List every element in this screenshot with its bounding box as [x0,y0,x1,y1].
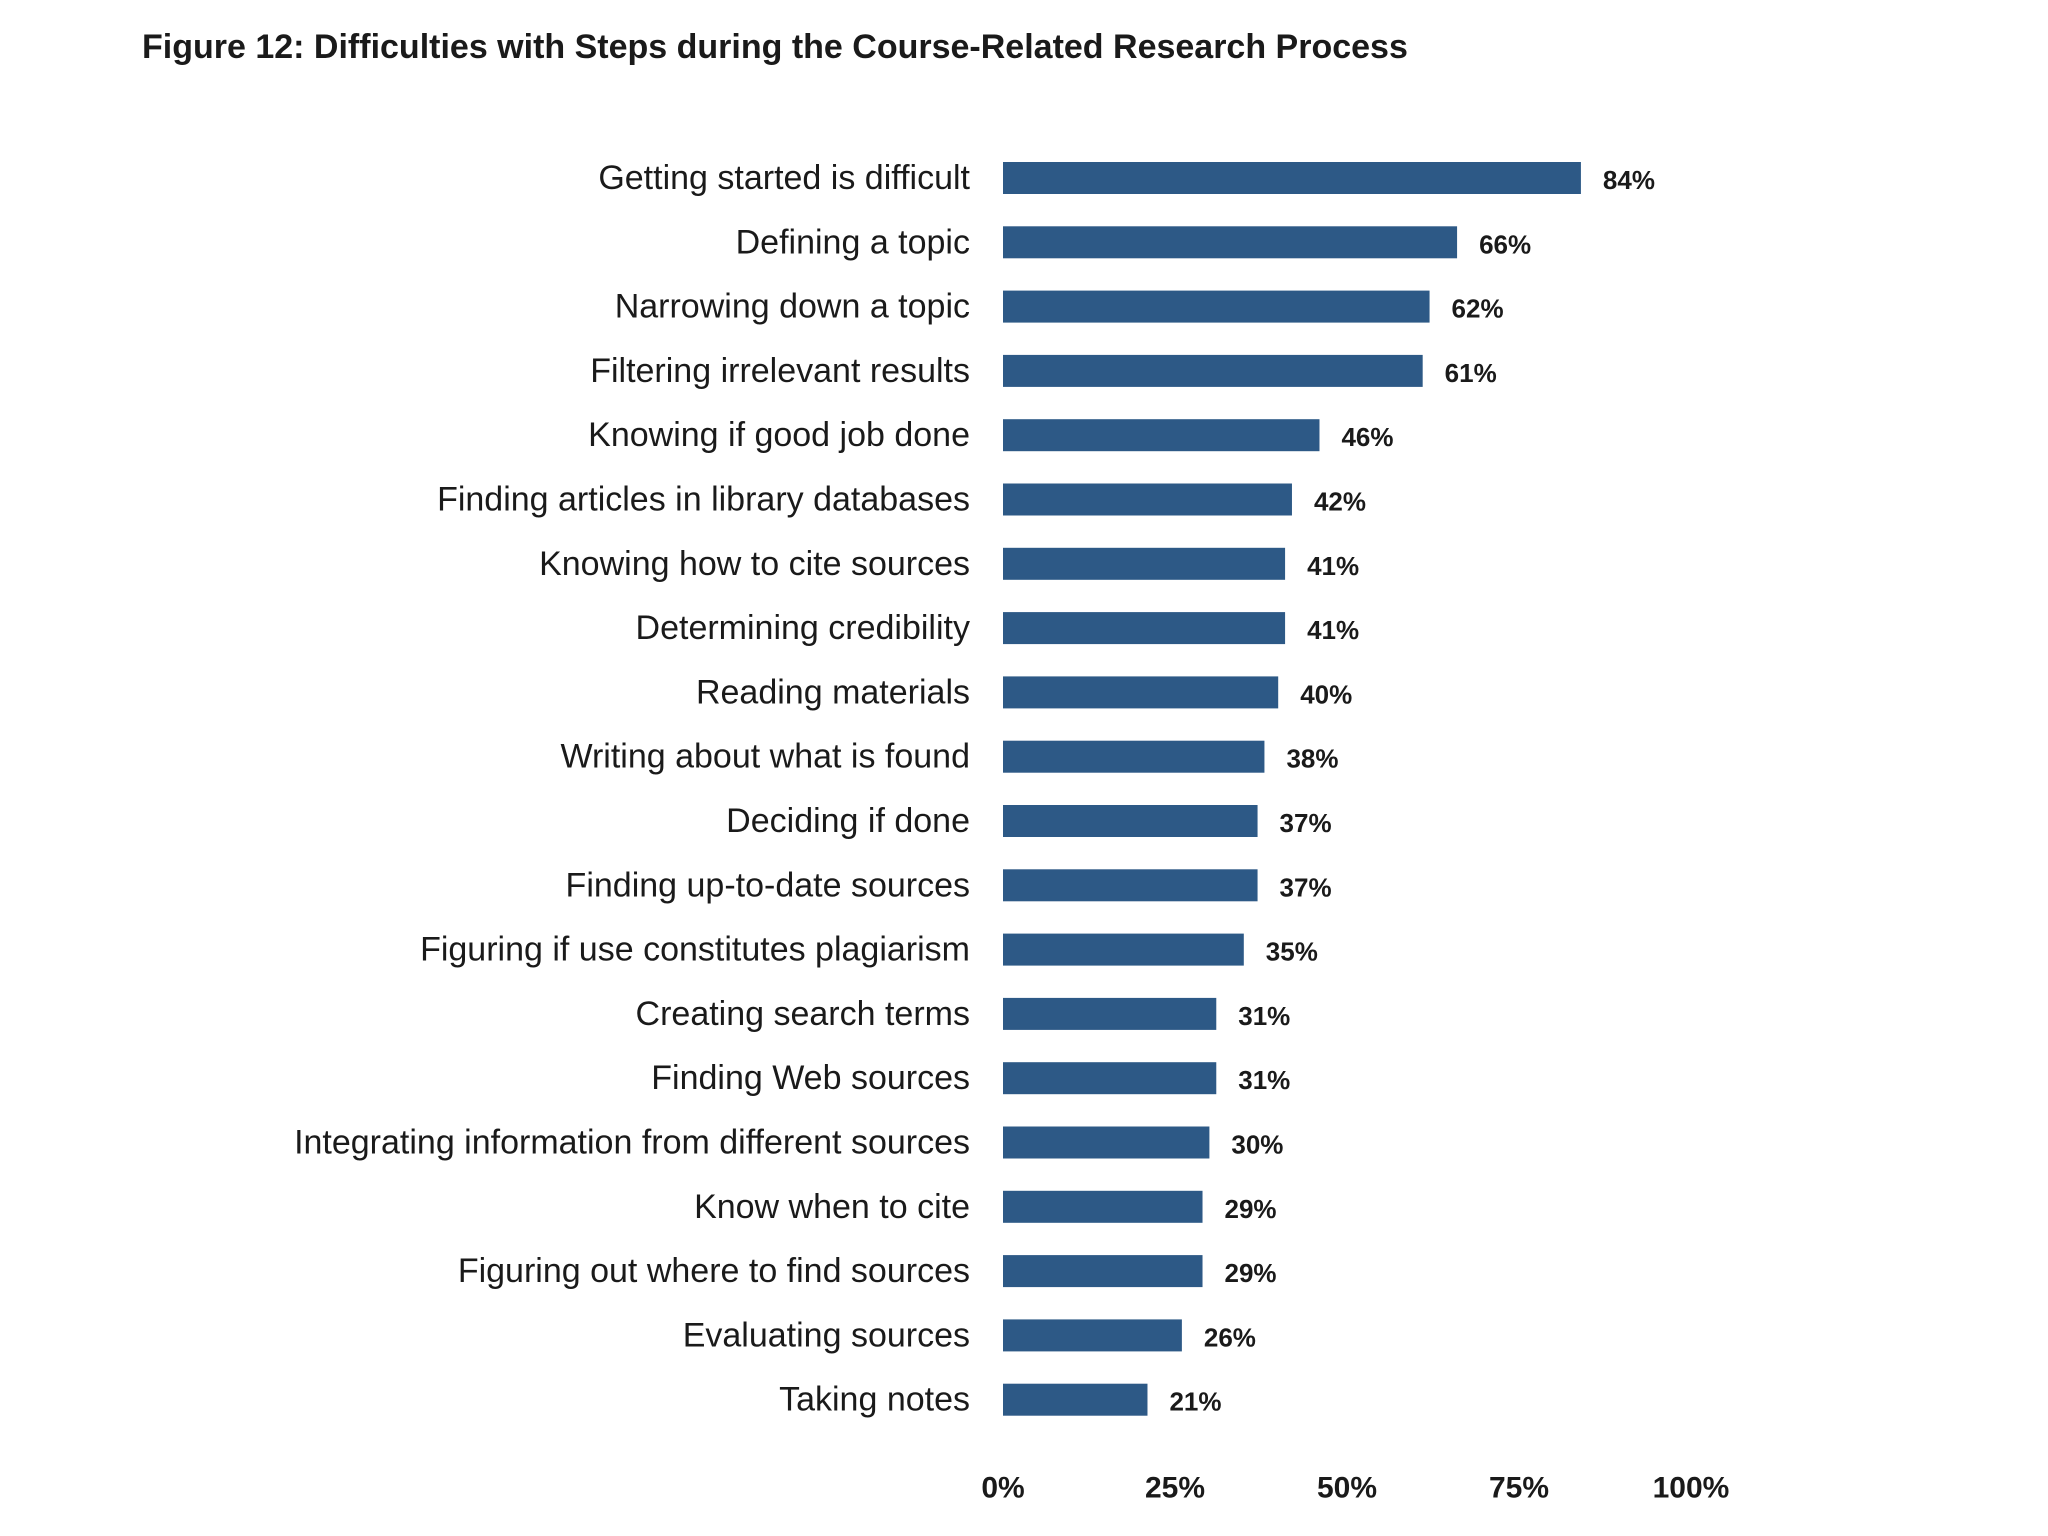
category-label: Writing about what is found [561,738,971,776]
category-label: Knowing how to cite sources [539,545,970,583]
category-label: Finding Web sources [651,1059,970,1097]
bar [1003,290,1430,323]
bar [1003,805,1258,837]
category-label: Determining credibility [636,609,970,647]
bar [1003,740,1265,773]
category-label: Integrating information from different s… [294,1124,970,1162]
data-label: 35% [1266,937,1318,967]
bar [1003,1190,1203,1223]
data-label: 66% [1479,229,1531,259]
category-label: Creating search terms [636,995,970,1033]
category-labels-group: Getting started is difficult Defining a t… [294,159,970,1419]
bar [1003,483,1292,516]
bar [1003,226,1458,259]
bar [1003,354,1423,387]
category-label: Filtering irrelevant results [590,352,970,390]
category-label: Figuring if use constitutes plagiarism [420,931,970,969]
x-tick-label: 25% [1145,1472,1205,1505]
bar [1003,869,1258,902]
data-label: 31% [1238,1001,1290,1031]
category-label: Reading materials [696,673,970,711]
x-tick-label: 100% [1653,1472,1730,1505]
x-axis-ticks-group: 0% 25% 50% 75% 100% [981,1472,1729,1505]
data-label: 29% [1225,1194,1277,1224]
data-label: 46% [1341,422,1393,452]
data-label: 37% [1280,808,1332,838]
value-labels-group: 84% 66% 62% 61% 46% 42% 41% 41% 40% 38% 37% 37% 35% 3… [1169,165,1654,1417]
category-label: Finding articles in library databases [437,481,970,519]
bar [1003,1062,1217,1095]
bar [1003,162,1581,194]
data-label: 62% [1452,294,1504,324]
x-tick-label: 75% [1489,1472,1549,1505]
data-label: 29% [1225,1258,1277,1288]
data-label: 61% [1445,358,1497,388]
data-label: 38% [1286,744,1338,774]
data-label: 30% [1231,1130,1283,1160]
bar [1003,1383,1148,1416]
data-label: 41% [1307,615,1359,645]
category-label: Finding up-to-date sources [566,866,970,904]
category-label: Deciding if done [726,802,970,840]
bars-group [1003,162,1581,1416]
x-tick-label: 0% [981,1472,1024,1505]
data-label: 37% [1280,872,1332,902]
category-label: Evaluating sources [683,1316,970,1354]
data-label: 42% [1314,487,1366,517]
category-label: Know when to cite [694,1188,970,1226]
bar [1003,1126,1210,1159]
category-label: Taking notes [779,1381,970,1419]
data-label: 40% [1300,679,1352,709]
bar [1003,612,1286,645]
data-label: 26% [1204,1322,1256,1352]
bar [1003,547,1286,580]
data-label: 84% [1603,165,1655,195]
bar [1003,419,1320,452]
category-label: Narrowing down a topic [615,288,970,326]
bar [1003,1319,1182,1352]
category-label: Knowing if good job done [588,416,970,454]
category-label: Defining a topic [736,223,970,261]
chart-title: Figure 12: Difficulties with Steps durin… [142,28,1408,66]
bar [1003,997,1217,1030]
bar [1003,676,1279,709]
x-tick-label: 50% [1317,1472,1377,1505]
category-label: Figuring out where to find sources [458,1252,970,1290]
bar [1003,1255,1203,1288]
data-label: 31% [1238,1065,1290,1095]
data-label: 41% [1307,551,1359,581]
data-label: 21% [1169,1387,1221,1417]
bar [1003,933,1244,966]
category-label: Getting started is difficult [598,159,970,197]
